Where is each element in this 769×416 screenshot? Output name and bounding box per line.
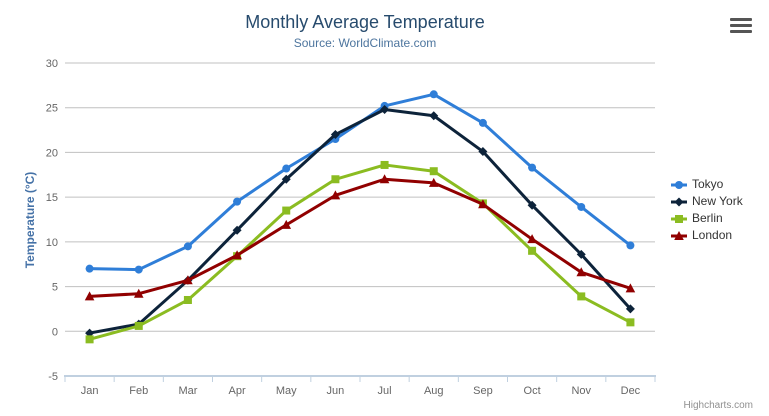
triangle-marker <box>281 219 292 229</box>
triangle-marker <box>428 177 439 187</box>
circle-marker <box>134 265 143 274</box>
square-marker <box>626 318 635 327</box>
legend-marker-square <box>671 214 687 223</box>
x-axis-label: Jun <box>327 385 345 397</box>
square-marker <box>675 214 683 223</box>
series-line <box>88 177 632 298</box>
y-axis-label: 20 <box>46 147 58 159</box>
triangle-marker <box>232 250 242 260</box>
diamond-marker <box>281 174 291 184</box>
triangle-marker <box>330 190 341 200</box>
circle-marker <box>429 90 438 99</box>
triangle-marker <box>84 291 95 301</box>
triangle-marker <box>674 230 684 240</box>
x-axis-label: Mar <box>178 385 197 397</box>
x-axis-label: Oct <box>524 385 541 397</box>
square-marker <box>85 335 94 344</box>
circle-marker <box>478 118 487 127</box>
legend-label: New York <box>692 194 743 208</box>
series-line <box>88 163 632 341</box>
triangle-marker <box>133 288 144 298</box>
legend-label: Berlin <box>692 211 723 225</box>
diamond-marker <box>429 111 439 121</box>
legend-label: London <box>692 228 733 242</box>
y-axis-label: 30 <box>46 58 58 70</box>
square-marker <box>331 175 340 184</box>
diamond-marker <box>380 105 390 115</box>
legend-label: Tokyo <box>692 177 724 191</box>
circle-marker <box>282 164 291 173</box>
x-axis-label: Nov <box>571 385 591 397</box>
x-axis-label: Aug <box>424 385 444 397</box>
diamond-marker <box>576 249 586 259</box>
x-axis-label: Sep <box>473 385 493 397</box>
legend-marker-triangle <box>671 230 687 240</box>
y-axis-label: 15 <box>46 192 58 204</box>
circle-marker <box>528 163 537 172</box>
y-axis-label: 25 <box>46 103 58 115</box>
x-axis-label: Dec <box>621 385 641 397</box>
legend-marker-circle <box>671 180 687 189</box>
triangle-marker <box>478 199 488 209</box>
circle-marker <box>183 242 192 251</box>
series-london <box>84 174 636 301</box>
square-marker <box>380 160 389 169</box>
square-marker <box>429 167 438 176</box>
legend-item-berlin[interactable]: Berlin <box>671 210 743 227</box>
legend-item-london[interactable]: London <box>671 227 743 244</box>
x-axis-label: Jan <box>81 385 99 397</box>
x-axis-label: Feb <box>129 385 148 397</box>
diamond-marker <box>232 225 242 235</box>
diamond-marker <box>674 197 684 206</box>
legend: Tokyo New York Berlin London <box>671 176 743 244</box>
circle-marker <box>85 264 94 273</box>
triangle-marker <box>379 174 390 184</box>
square-marker <box>282 206 291 215</box>
square-marker <box>183 295 192 304</box>
circle-marker <box>577 202 586 211</box>
y-axis-label: 5 <box>52 282 58 294</box>
square-marker <box>134 321 143 330</box>
triangle-marker <box>183 275 193 285</box>
square-marker <box>577 292 586 301</box>
series-tokyo <box>85 90 635 274</box>
legend-marker-diamond <box>671 197 687 206</box>
diamond-marker <box>85 328 95 338</box>
diamond-marker <box>625 304 635 314</box>
series-new-york <box>85 105 635 338</box>
circle-marker <box>233 197 242 206</box>
y-axis-label: -5 <box>48 371 58 383</box>
diamond-marker <box>330 130 340 140</box>
gridlines <box>65 62 655 377</box>
y-axis-label: 10 <box>46 237 58 249</box>
square-marker <box>528 246 537 255</box>
y-axis-labels: -5 0 5 10 15 20 25 30 <box>46 58 58 383</box>
y-axis-title: Temperature (°C) <box>23 171 37 269</box>
x-axis-label: May <box>276 385 297 397</box>
x-axis-label: Jul <box>378 385 392 397</box>
diamond-marker <box>527 200 537 210</box>
triangle-marker <box>527 234 537 244</box>
legend-item-tokyo[interactable]: Tokyo <box>671 176 743 193</box>
export-menu-button[interactable] <box>729 16 753 34</box>
y-axis-label: 0 <box>52 326 58 338</box>
circle-marker <box>626 241 635 250</box>
circle-marker <box>675 180 683 189</box>
diamond-marker <box>478 147 488 157</box>
triangle-marker <box>576 267 587 277</box>
x-axis <box>64 375 656 382</box>
hamburger-icon <box>730 17 752 33</box>
credits-link[interactable]: Highcharts.com <box>683 400 753 411</box>
series-line <box>88 108 632 335</box>
x-axis-labels: Jan Feb Mar Apr May Jun Jul Aug Sep Oct Nov Dec <box>81 385 641 397</box>
x-axis-label: Apr <box>229 385 246 397</box>
legend-item-new-york[interactable]: New York <box>671 193 743 210</box>
triangle-marker <box>625 283 636 293</box>
